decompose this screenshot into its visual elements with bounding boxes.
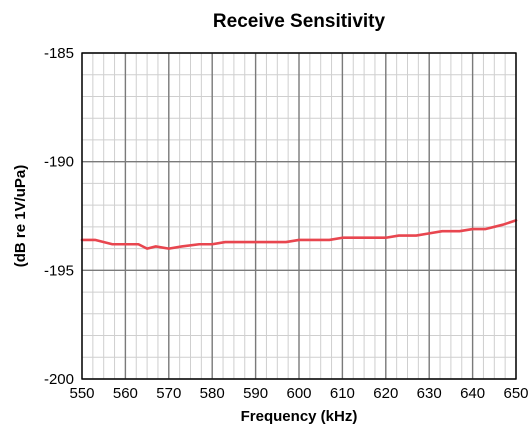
y-axis-label: (dB re 1V/uPa) bbox=[12, 165, 29, 268]
grid bbox=[81, 52, 517, 380]
x-tick-label: 600 bbox=[286, 385, 311, 402]
x-tick-label: 560 bbox=[113, 385, 138, 402]
x-tick-label: 620 bbox=[373, 385, 398, 402]
plot-frame bbox=[81, 52, 517, 380]
y-tick-label: -195 bbox=[44, 262, 74, 279]
x-tick-label: 650 bbox=[503, 385, 528, 402]
x-tick-label: 610 bbox=[330, 385, 355, 402]
x-tick-label: 640 bbox=[460, 385, 485, 402]
tick-labels: 550 560 570 580 590 600 610 620 630 640 650 -185 -19… bbox=[44, 45, 529, 402]
x-tick-label: 630 bbox=[417, 385, 442, 402]
x-tick-label: 580 bbox=[200, 385, 225, 402]
y-tick-label: -190 bbox=[44, 154, 74, 171]
series-line bbox=[80, 219, 518, 250]
y-tick-label: -200 bbox=[44, 371, 74, 388]
chart-title: Receive Sensitivity bbox=[213, 11, 386, 32]
y-tick-label: -185 bbox=[44, 45, 74, 62]
x-tick-label: 570 bbox=[156, 385, 181, 402]
x-tick-label: 550 bbox=[69, 385, 94, 402]
x-axis-label: Frequency (kHz) bbox=[241, 408, 358, 425]
x-tick-label: 590 bbox=[243, 385, 268, 402]
